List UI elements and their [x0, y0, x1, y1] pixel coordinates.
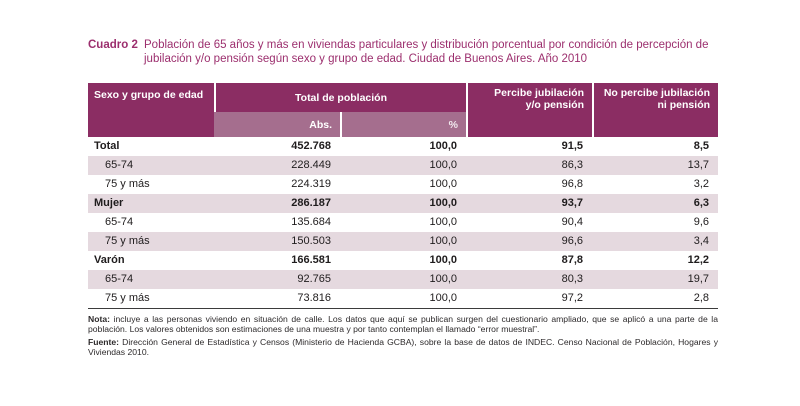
subheader-abs: Abs.: [214, 112, 340, 137]
cell-percibe: 87,8: [561, 254, 584, 266]
cell-no-percibe: 3,2: [693, 178, 710, 190]
header-sexo-grupo-edad: Sexo y grupo de edad: [88, 83, 214, 137]
cell-no-percibe: 19,7: [592, 270, 719, 289]
table-row-total: Total 452.768 100,0 91,5 8,5: [88, 137, 718, 156]
cell-pct: 100,0: [340, 194, 467, 213]
nota-paragraph: Nota: incluye a las personas viviendo en…: [88, 314, 718, 334]
cell-abs: 224.319: [291, 178, 331, 190]
row-label: 65-74: [88, 270, 214, 289]
cell-pct: 100,0: [429, 292, 458, 304]
cell-percibe: 91,5: [561, 140, 584, 152]
row-label: 75 y más: [105, 292, 150, 304]
cell-abs: 286.187: [214, 194, 340, 213]
footnotes: Nota: incluye a las personas viviendo en…: [88, 314, 718, 357]
header-percibe-jubilacion: Percibe jubilación y/o pensión: [466, 83, 593, 137]
cell-percibe: 93,7: [466, 194, 593, 213]
cell-percibe: 97,2: [561, 292, 584, 304]
row-label: Total: [94, 140, 120, 152]
cell-pct: 100,0: [429, 254, 458, 266]
nota-label: Nota:: [88, 314, 110, 324]
table-row: 65-74 228.449 100,0 86,3 13,7: [88, 156, 719, 175]
header-percibe-line1: Percibe jubilación: [494, 87, 585, 99]
table-row: 75 y más 73.816 100,0 97,2 2,8: [88, 289, 718, 308]
cell-abs: 150.503: [214, 232, 340, 251]
cuadro-number: Cuadro 2: [88, 39, 138, 51]
fuente-paragraph: Fuente: Dirección General de Estadística…: [88, 337, 718, 357]
header-no-percibe-jubilacion: No percibe jubilación ni pensión: [592, 83, 719, 137]
header-no-percibe-line1: No percibe jubilación: [603, 87, 711, 99]
nota-text: incluye a las personas viviendo en situa…: [88, 314, 718, 334]
cell-pct: 100,0: [340, 156, 467, 175]
cell-percibe: 80,3: [466, 270, 593, 289]
cell-abs: 135.684: [291, 216, 331, 228]
table-body: Total 452.768 100,0 91,5 8,5 65-74 228.4…: [88, 137, 719, 308]
row-label: Varón: [94, 254, 125, 266]
cell-no-percibe: 13,7: [592, 156, 719, 175]
cell-no-percibe: 12,2: [687, 254, 710, 266]
cell-pct: 100,0: [429, 216, 458, 228]
cuadro-content: Cuadro 2 Población de 65 años y más en v…: [88, 38, 719, 357]
table-row-varon: Varón 166.581 100,0 87,8 12,2: [88, 251, 718, 270]
header-no-percibe-line2: ni pensión: [657, 99, 711, 111]
cell-pct: 100,0: [429, 178, 458, 190]
table-row-mujer: Mujer 286.187 100,0 93,7 6,3: [88, 194, 719, 213]
cell-pct: 100,0: [340, 270, 467, 289]
table-title: Cuadro 2 Población de 65 años y más en v…: [88, 38, 718, 66]
cell-abs: 228.449: [214, 156, 340, 175]
row-label: 75 y más: [105, 178, 150, 190]
cell-no-percibe: 3,4: [592, 232, 719, 251]
table-row: 65-74 92.765 100,0 80,3 19,7: [88, 270, 719, 289]
header-total-poblacion: Total de población: [214, 83, 467, 113]
cell-no-percibe: 8,5: [693, 140, 710, 152]
subheader-pct: %: [340, 112, 467, 137]
cell-percibe: 90,4: [561, 216, 584, 228]
cell-pct: 100,0: [340, 232, 467, 251]
table-row: 75 y más 150.503 100,0 96,6 3,4: [88, 232, 719, 251]
table-row: 65-74 135.684 100,0 90,4 9,6: [88, 213, 718, 232]
row-label: 65-74: [88, 156, 214, 175]
table-row: 75 y más 224.319 100,0 96,8 3,2: [88, 175, 718, 194]
cell-pct: 100,0: [429, 140, 458, 152]
cell-no-percibe: 2,8: [693, 292, 710, 304]
fuente-text: Dirección General de Estadística y Censo…: [88, 336, 718, 357]
fuente-label: Fuente:: [88, 336, 120, 347]
cell-abs: 166.581: [291, 254, 331, 266]
cell-no-percibe: 6,3: [592, 194, 719, 213]
cell-abs: 452.768: [291, 140, 331, 152]
cell-abs: 92.765: [214, 270, 340, 289]
cell-percibe: 96,8: [561, 178, 584, 190]
cell-percibe: 86,3: [466, 156, 593, 175]
row-label: Mujer: [88, 194, 214, 213]
row-label: 75 y más: [88, 232, 214, 251]
table-header: Sexo y grupo de edad Total de población …: [88, 83, 719, 137]
cell-no-percibe: 9,6: [693, 216, 710, 228]
header-percibe-line2: y/o pensión: [525, 99, 585, 111]
statistics-table: Sexo y grupo de edad Total de población …: [88, 83, 719, 309]
cuadro-title-text: Población de 65 años y más en viviendas …: [144, 39, 709, 65]
row-label: 65-74: [105, 216, 134, 228]
cell-abs: 73.816: [297, 292, 331, 304]
cell-percibe: 96,6: [466, 232, 593, 251]
